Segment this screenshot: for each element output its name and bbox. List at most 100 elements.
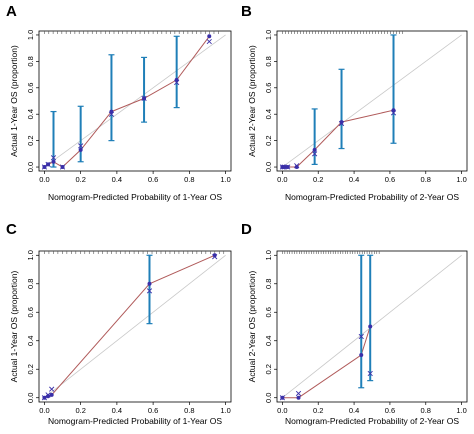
observed-point	[147, 281, 152, 286]
x-tick-label: 0.6	[148, 175, 158, 184]
y-axis-title: Actual 2-Year OS (proportion)	[247, 45, 257, 157]
y-tick-label: 0.0	[264, 162, 273, 172]
x-tick-label: 0.6	[148, 406, 158, 415]
bias-corrected-cross	[279, 395, 285, 401]
observed-point	[359, 352, 364, 357]
x-tick-label: 1.0	[456, 175, 466, 184]
y-tick-label: 0.2	[264, 364, 273, 374]
x-axis-title: Nomogram-Predicted Probability of 1-Year…	[48, 192, 222, 202]
panel-letter: B	[241, 3, 252, 20]
y-tick-label: 0.2	[26, 364, 35, 374]
ideal-diagonal-line	[44, 254, 226, 399]
x-tick-label: 0.2	[75, 175, 85, 184]
bias-corrected-cross	[206, 38, 212, 45]
x-tick-label: 0.0	[39, 406, 49, 415]
x-tick-label: 1.0	[456, 406, 466, 415]
plot-frame	[38, 30, 232, 172]
y-axis-title: Actual 2-Year OS (proportion)	[247, 271, 257, 383]
bias-corrected-cross	[312, 151, 318, 157]
bias-corrected-cross	[59, 164, 66, 170]
bias-corrected-cross	[338, 120, 345, 127]
y-tick-label: 0.8	[26, 279, 35, 289]
bias-corrected-cross	[285, 164, 291, 170]
calibration-curve	[44, 254, 215, 399]
x-tick-label: 0.2	[75, 406, 85, 415]
y-tick-label: 0.6	[264, 307, 273, 317]
y-axis-title: Actual 1-Year OS (proportion)	[9, 271, 19, 383]
bias-corrected-cross	[295, 390, 302, 397]
observed-point	[207, 34, 212, 39]
y-tick-label: 0.4	[26, 109, 35, 119]
x-tick-label: 0.2	[313, 175, 323, 184]
panel-letter: A	[6, 3, 17, 20]
x-tick-label: 0.8	[421, 175, 431, 184]
panel-letter: D	[241, 221, 252, 238]
y-tick-label: 0.8	[26, 56, 35, 66]
observed-point	[391, 108, 396, 113]
observed-point	[109, 109, 114, 114]
observed-point	[174, 77, 179, 82]
observed-point	[78, 147, 83, 152]
x-tick-label: 0.2	[313, 406, 323, 415]
x-tick-label: 0.0	[39, 175, 49, 184]
y-tick-label: 0.0	[26, 162, 35, 172]
x-tick-label: 0.6	[385, 406, 395, 415]
chart-panel-b: B 0.0 0.2 0.4 0.6 0.8 1.0 0.0 0.2 0.4 0.6 0.8 1.0 Nom…	[241, 3, 468, 202]
y-tick-label: 0.6	[26, 307, 35, 317]
x-tick-label: 0.4	[349, 175, 359, 184]
bias-corrected-cross	[146, 288, 153, 294]
x-tick-label: 1.0	[220, 175, 230, 184]
bias-corrected-cross	[49, 386, 55, 392]
bias-corrected-cross	[50, 155, 57, 161]
bias-corrected-cross	[390, 110, 397, 116]
x-tick-label: 0.6	[385, 175, 395, 184]
calibration-curve	[282, 109, 394, 168]
y-axis-title: Actual 1-Year OS (proportion)	[9, 45, 19, 157]
observed-point	[296, 395, 301, 400]
bias-corrected-cross	[45, 392, 51, 398]
y-tick-label: 0.8	[264, 279, 273, 289]
x-tick-label: 0.4	[112, 175, 122, 184]
x-axis-title: Nomogram-Predicted Probability of 1-Year…	[48, 416, 222, 426]
bias-corrected-cross	[358, 333, 364, 340]
y-tick-label: 0.6	[26, 83, 35, 93]
chart-panel-d: D0.0 0.2 0.4 0.6 0.8 1.00.00.20.40.60.81.0Nom…	[241, 221, 468, 426]
y-tick-label: 0.0	[264, 393, 273, 403]
bias-corrected-cross	[212, 254, 218, 260]
bias-corrected-cross	[367, 370, 373, 377]
y-tick-label: 1.0	[26, 250, 35, 260]
bias-corrected-cross	[78, 143, 84, 149]
observed-point	[51, 159, 56, 164]
x-tick-label: 1.0	[220, 406, 230, 415]
ideal-diagonal-line	[282, 34, 462, 168]
bias-corrected-cross	[294, 163, 300, 169]
y-tick-label: 1.0	[26, 30, 35, 40]
y-tick-label: 1.0	[264, 250, 273, 260]
x-axis-title: Nomogram-Predicted Probability of 2-Year…	[285, 192, 459, 202]
bias-corrected-cross	[45, 161, 51, 168]
bias-corrected-cross	[141, 95, 147, 101]
x-tick-label: 0.0	[277, 175, 287, 184]
bias-corrected-cross	[41, 395, 48, 401]
x-tick-label: 0.8	[421, 406, 431, 415]
x-tick-label: 0.4	[349, 406, 359, 415]
y-tick-label: 0.0	[26, 393, 35, 403]
y-tick-label: 0.6	[264, 83, 273, 93]
y-tick-label: 0.4	[264, 336, 273, 346]
y-tick-label: 0.8	[264, 56, 273, 66]
chart-panel-a: A 0.0 0.2 0.4 0.6 0.8 1.0 0.0 0.2 0.4 0.6 0.8 1.0 Nom…	[6, 3, 232, 202]
observed-point	[312, 147, 317, 152]
chart-panel-c: C0.0 0.2 0.4 0.6 0.8 1.00.00.20.40.60.81.0Nom…	[6, 221, 232, 426]
bias-corrected-cross	[108, 111, 115, 117]
x-tick-label: 0.8	[184, 175, 194, 184]
panel-letter: C	[6, 221, 17, 238]
observed-point	[294, 165, 299, 170]
observed-point	[368, 324, 373, 329]
observed-point	[339, 120, 344, 125]
bias-corrected-cross	[41, 164, 48, 170]
plot-frame	[276, 30, 468, 172]
calibration-curve	[282, 326, 371, 399]
observed-point	[49, 392, 54, 397]
y-tick-label: 0.2	[26, 135, 35, 145]
